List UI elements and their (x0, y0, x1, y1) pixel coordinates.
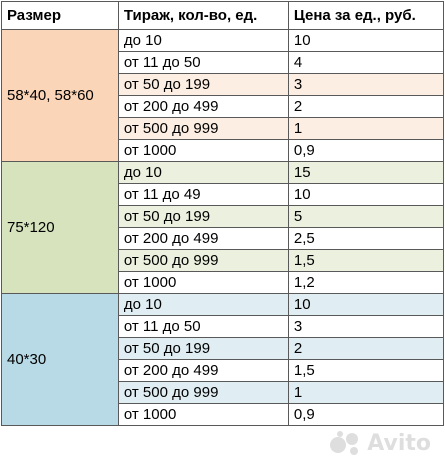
price-cell: 1,5 (287, 359, 445, 382)
qty-cell: от 11 до 49 (117, 183, 289, 206)
size-cell: 40*30 (1, 293, 119, 426)
table-row: от 50 до 199 3 (2, 73, 445, 96)
header-price: Цена за ед., руб. (287, 1, 445, 30)
qty-cell: от 50 до 199 (117, 73, 289, 96)
price-cell: 10 (287, 293, 445, 316)
price-cell: 1,5 (287, 249, 445, 272)
price-cell: 4 (287, 51, 445, 74)
qty-cell: от 500 до 999 (117, 117, 289, 140)
price-cell: 1 (287, 117, 445, 140)
table-row: от 1000 0,9 (2, 403, 445, 426)
price-cell: 3 (287, 73, 445, 96)
table-row: от 500 до 999 1 (2, 117, 445, 140)
price-cell: 1 (287, 381, 445, 404)
header-size: Размер (1, 1, 119, 30)
table-row: от 200 до 499 2,5 (2, 227, 445, 250)
price-cell: 2 (287, 95, 445, 118)
table-row: от 50 до 199 5 (2, 205, 445, 228)
qty-cell: до 10 (117, 29, 289, 52)
qty-cell: от 500 до 999 (117, 381, 289, 404)
price-cell: 2,5 (287, 227, 445, 250)
qty-cell: от 200 до 499 (117, 95, 289, 118)
avito-logo-icon (330, 431, 359, 455)
qty-cell: от 50 до 199 (117, 337, 289, 360)
price-cell: 10 (287, 183, 445, 206)
qty-cell: до 10 (117, 293, 289, 316)
price-cell: 10 (287, 29, 445, 52)
price-table: Размер Тираж, кол-во, ед. Цена за ед., р… (1, 1, 445, 426)
header-quantity: Тираж, кол-во, ед. (117, 1, 289, 30)
watermark-text: Avito (367, 430, 431, 456)
avito-watermark: Avito (329, 430, 431, 456)
group-40x30: 40*30 до 10 10 от 11 до 50 3 от 50 до 19… (1, 293, 445, 426)
table-row: 40*30 до 10 10 (1, 293, 445, 426)
qty-cell: от 1000 (117, 139, 289, 162)
table-row: 75*120 до 10 15 (1, 161, 445, 294)
qty-cell: от 50 до 199 (117, 205, 289, 228)
size-cell: 58*40, 58*60 (1, 29, 119, 162)
price-cell: 5 (287, 205, 445, 228)
qty-cell: от 200 до 499 (117, 227, 289, 250)
table-row: от 11 до 50 3 (2, 315, 445, 338)
group-75x120: 75*120 до 10 15 от 11 до 49 10 от 50 до … (1, 161, 445, 294)
price-cell: 15 (287, 161, 445, 184)
qty-cell: от 200 до 499 (117, 359, 289, 382)
table-row: от 200 до 499 1,5 (2, 359, 445, 382)
table-row: от 500 до 999 1 (2, 381, 445, 404)
qty-cell: от 11 до 50 (117, 315, 289, 338)
table-row: от 1000 0,9 (2, 139, 445, 162)
price-cell: 0,9 (287, 139, 445, 162)
price-cell: 3 (287, 315, 445, 338)
price-cell: 1,2 (287, 271, 445, 294)
table-row: от 50 до 199 2 (2, 337, 445, 360)
qty-cell: до 10 (117, 161, 289, 184)
qty-cell: от 1000 (117, 271, 289, 294)
group-58x40: 58*40, 58*60 до 10 10 от 11 до 50 4 от 5… (1, 29, 445, 162)
table-row: от 200 до 499 2 (2, 95, 445, 118)
qty-cell: от 1000 (117, 403, 289, 426)
table-row: 58*40, 58*60 до 10 10 (1, 29, 445, 162)
price-cell: 0,9 (287, 403, 445, 426)
price-cell: 2 (287, 337, 445, 360)
qty-cell: от 500 до 999 (117, 249, 289, 272)
header-row: Размер Тираж, кол-во, ед. Цена за ед., р… (1, 1, 445, 30)
size-cell: 75*120 (1, 161, 119, 294)
qty-cell: от 11 до 50 (117, 51, 289, 74)
table-row: от 1000 1,2 (2, 271, 445, 294)
table-row: от 500 до 999 1,5 (2, 249, 445, 272)
